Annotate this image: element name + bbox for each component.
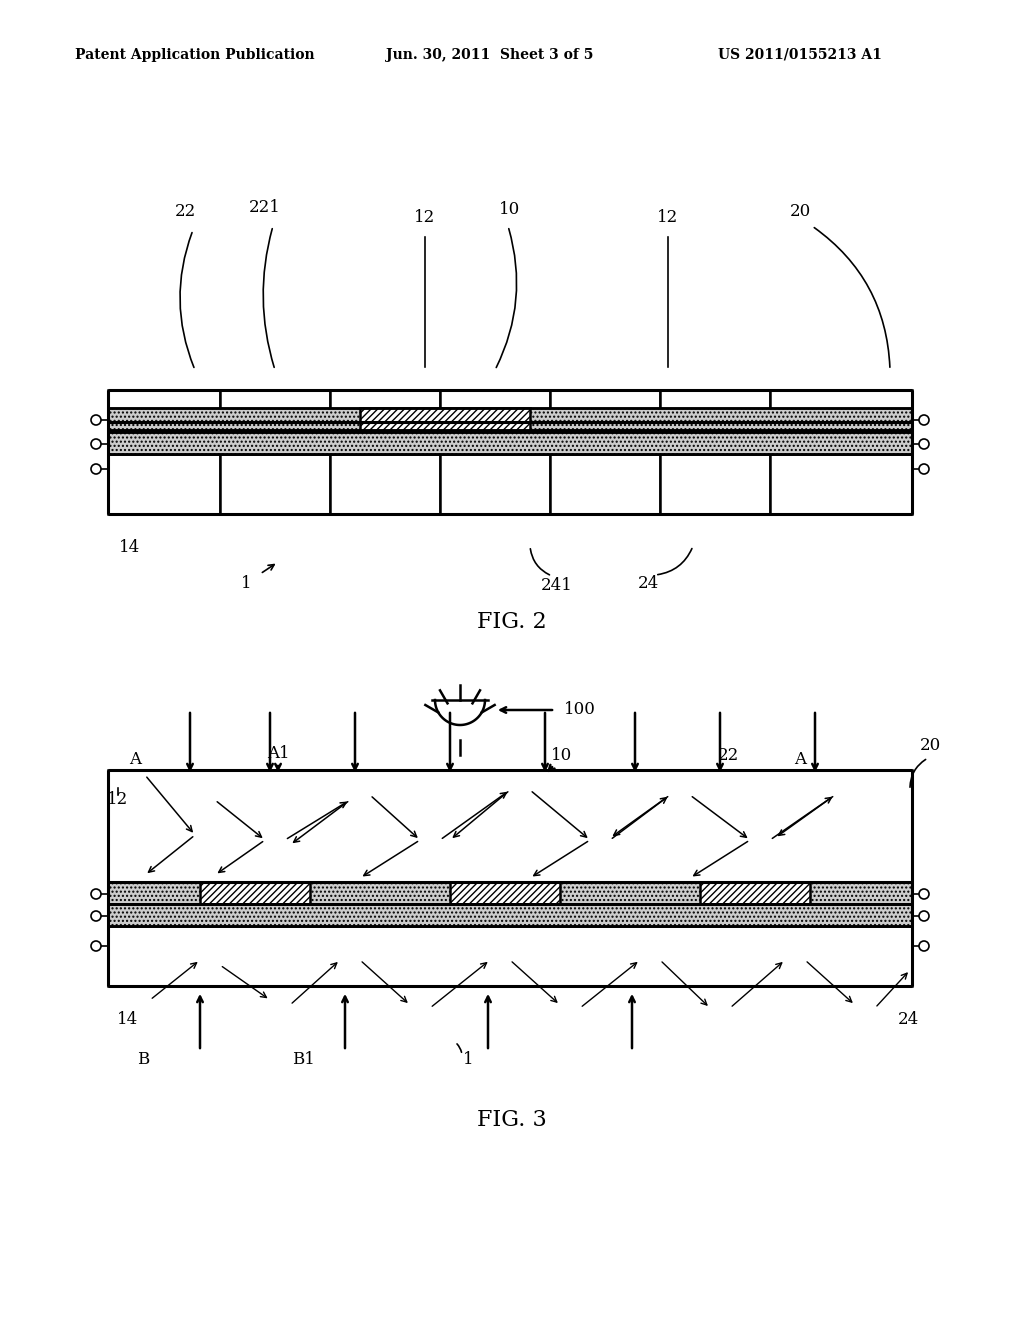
Circle shape	[91, 414, 101, 425]
Bar	[440, 389, 550, 422]
Text: A: A	[794, 751, 806, 768]
Text: B1: B1	[292, 1052, 314, 1068]
Bar	[550, 389, 660, 422]
Bar	[200, 882, 310, 904]
Text: US 2011/0155213 A1: US 2011/0155213 A1	[718, 48, 882, 62]
Circle shape	[919, 414, 929, 425]
Text: 10: 10	[500, 202, 520, 219]
Circle shape	[91, 465, 101, 474]
Circle shape	[919, 941, 929, 950]
Circle shape	[91, 440, 101, 449]
Circle shape	[919, 465, 929, 474]
Circle shape	[919, 888, 929, 899]
Text: A: A	[129, 751, 141, 768]
Circle shape	[91, 888, 101, 899]
Circle shape	[919, 440, 929, 449]
Text: 20: 20	[920, 737, 941, 754]
Bar	[440, 454, 550, 513]
Bar	[108, 904, 912, 927]
Bar	[108, 454, 220, 513]
Bar	[220, 389, 330, 422]
Text: A1: A1	[266, 744, 290, 762]
Text: 1: 1	[463, 1052, 473, 1068]
Text: 12: 12	[415, 210, 435, 227]
Circle shape	[919, 911, 929, 921]
Bar	[770, 454, 912, 513]
Bar	[108, 408, 912, 430]
Text: 12: 12	[108, 792, 129, 808]
Text: 24: 24	[897, 1011, 919, 1028]
Text: 241: 241	[541, 577, 573, 594]
Text: 221: 221	[249, 199, 281, 216]
Bar	[550, 454, 660, 513]
Bar	[108, 882, 912, 904]
Text: Patent Application Publication: Patent Application Publication	[75, 48, 314, 62]
Text: 22: 22	[174, 203, 196, 220]
Circle shape	[91, 911, 101, 921]
Bar	[108, 389, 220, 422]
Text: 22: 22	[718, 747, 738, 764]
Text: 14: 14	[120, 540, 140, 557]
Text: 100: 100	[564, 701, 596, 718]
Bar	[660, 454, 770, 513]
Bar	[450, 882, 560, 904]
Bar	[108, 927, 912, 986]
Bar	[220, 454, 330, 513]
Bar	[330, 454, 440, 513]
Bar	[108, 770, 912, 882]
Bar	[330, 389, 440, 422]
Text: FIG. 3: FIG. 3	[477, 1109, 547, 1131]
Text: 10: 10	[551, 747, 572, 763]
Bar	[770, 389, 912, 422]
Text: 20: 20	[790, 203, 811, 220]
Text: Jun. 30, 2011  Sheet 3 of 5: Jun. 30, 2011 Sheet 3 of 5	[386, 48, 594, 62]
Text: FIG. 2: FIG. 2	[477, 611, 547, 634]
Text: 14: 14	[118, 1011, 138, 1028]
Text: 24: 24	[637, 574, 658, 591]
Bar	[360, 408, 530, 430]
Text: 12: 12	[657, 210, 679, 227]
Circle shape	[91, 941, 101, 950]
Text: 1: 1	[241, 574, 251, 591]
Bar	[660, 389, 770, 422]
Bar	[700, 882, 810, 904]
Text: B: B	[137, 1052, 150, 1068]
Bar	[108, 432, 912, 454]
